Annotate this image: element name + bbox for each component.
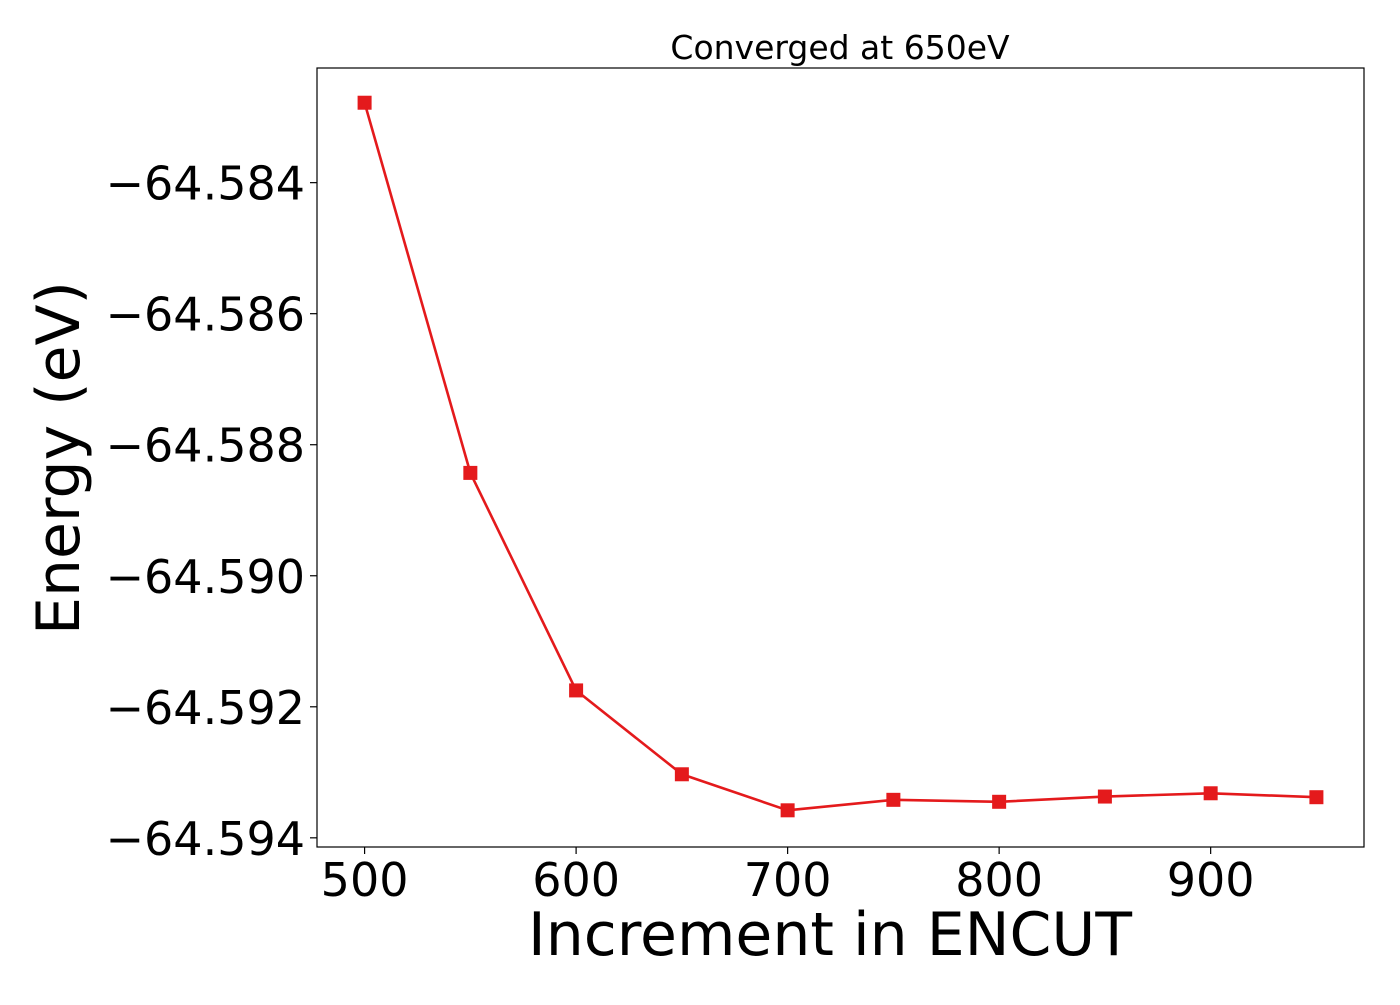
x-tick-label: 900 xyxy=(1167,853,1255,907)
data-point-marker xyxy=(992,794,1007,809)
x-tick-label: 600 xyxy=(532,853,620,907)
y-tick-label: −64.590 xyxy=(106,550,306,604)
axes-frame xyxy=(316,67,1365,848)
y-axis-ticks: −64.584 −64.586 −64.588 −64.590 −64.592 −64.5… xyxy=(106,157,317,866)
x-axis-label: Increment in ENCUT xyxy=(528,900,1132,970)
chart-title: Converged at 650eV xyxy=(670,28,1010,67)
y-axis-label: Energy (eV) xyxy=(24,281,94,635)
y-tick-label: −64.588 xyxy=(106,419,306,473)
data-point-marker xyxy=(357,95,372,110)
y-tick-label: −64.586 xyxy=(106,288,306,342)
y-tick-label: −64.584 xyxy=(106,157,306,211)
data-point-marker xyxy=(1203,786,1218,801)
series-line xyxy=(363,102,1317,812)
data-point-marker xyxy=(780,803,795,818)
x-tick-label: 700 xyxy=(744,853,832,907)
data-point-marker xyxy=(569,683,584,698)
data-point-marker xyxy=(463,465,478,480)
x-axis-ticks: 500 600 700 800 900 xyxy=(321,847,1255,907)
y-tick-label: −64.592 xyxy=(106,681,306,735)
x-tick-label: 500 xyxy=(321,853,409,907)
data-point-marker xyxy=(674,767,689,782)
data-point-marker xyxy=(1309,790,1324,805)
data-point-marker xyxy=(886,792,901,807)
y-tick-label: −64.594 xyxy=(106,812,306,866)
plot-layer xyxy=(357,95,1324,818)
data-point-marker xyxy=(1097,789,1112,804)
x-tick-label: 800 xyxy=(955,853,1043,907)
